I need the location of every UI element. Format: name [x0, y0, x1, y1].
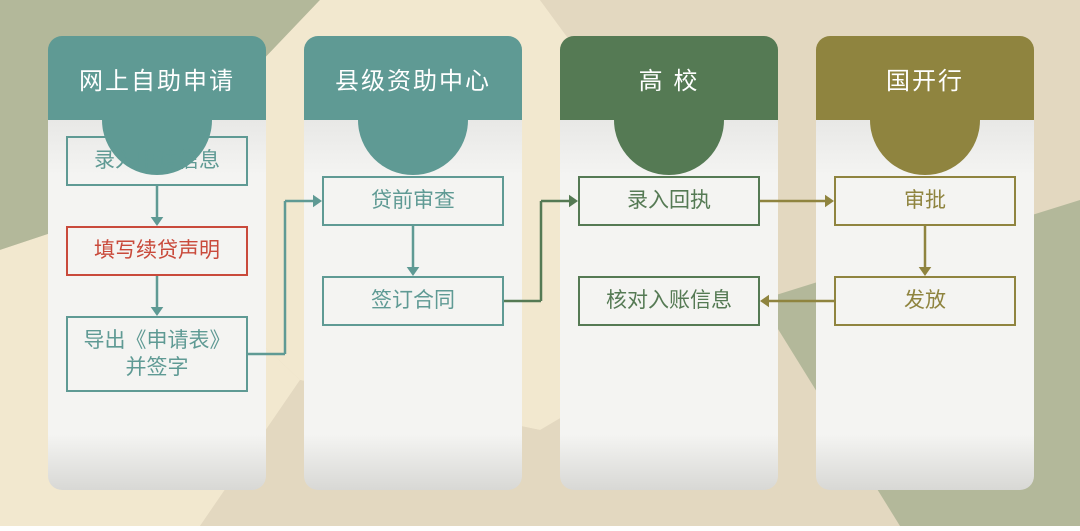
step-s1a: 录入申请信息	[66, 136, 248, 186]
stage-header: 国开行	[816, 36, 1034, 120]
step-s1c: 导出《申请表》 并签字	[66, 316, 248, 392]
stage-online: 网上自助申请录入申请信息填写续贷声明导出《申请表》 并签字	[48, 36, 266, 490]
step-s1b: 填写续贷声明	[66, 226, 248, 276]
step-s2a: 贷前审查	[322, 176, 504, 226]
stage-header: 县级资助中心	[304, 36, 522, 120]
step-s3b: 核对入账信息	[578, 276, 760, 326]
stage-bank: 国开行审批发放	[816, 36, 1034, 490]
step-s3a: 录入回执	[578, 176, 760, 226]
stage-county: 县级资助中心贷前审查签订合同	[304, 36, 522, 490]
step-s4a: 审批	[834, 176, 1016, 226]
stage-header: 高 校	[560, 36, 778, 120]
stage-header: 网上自助申请	[48, 36, 266, 120]
step-s4b: 发放	[834, 276, 1016, 326]
stage-univ: 高 校录入回执核对入账信息	[560, 36, 778, 490]
step-s2b: 签订合同	[322, 276, 504, 326]
